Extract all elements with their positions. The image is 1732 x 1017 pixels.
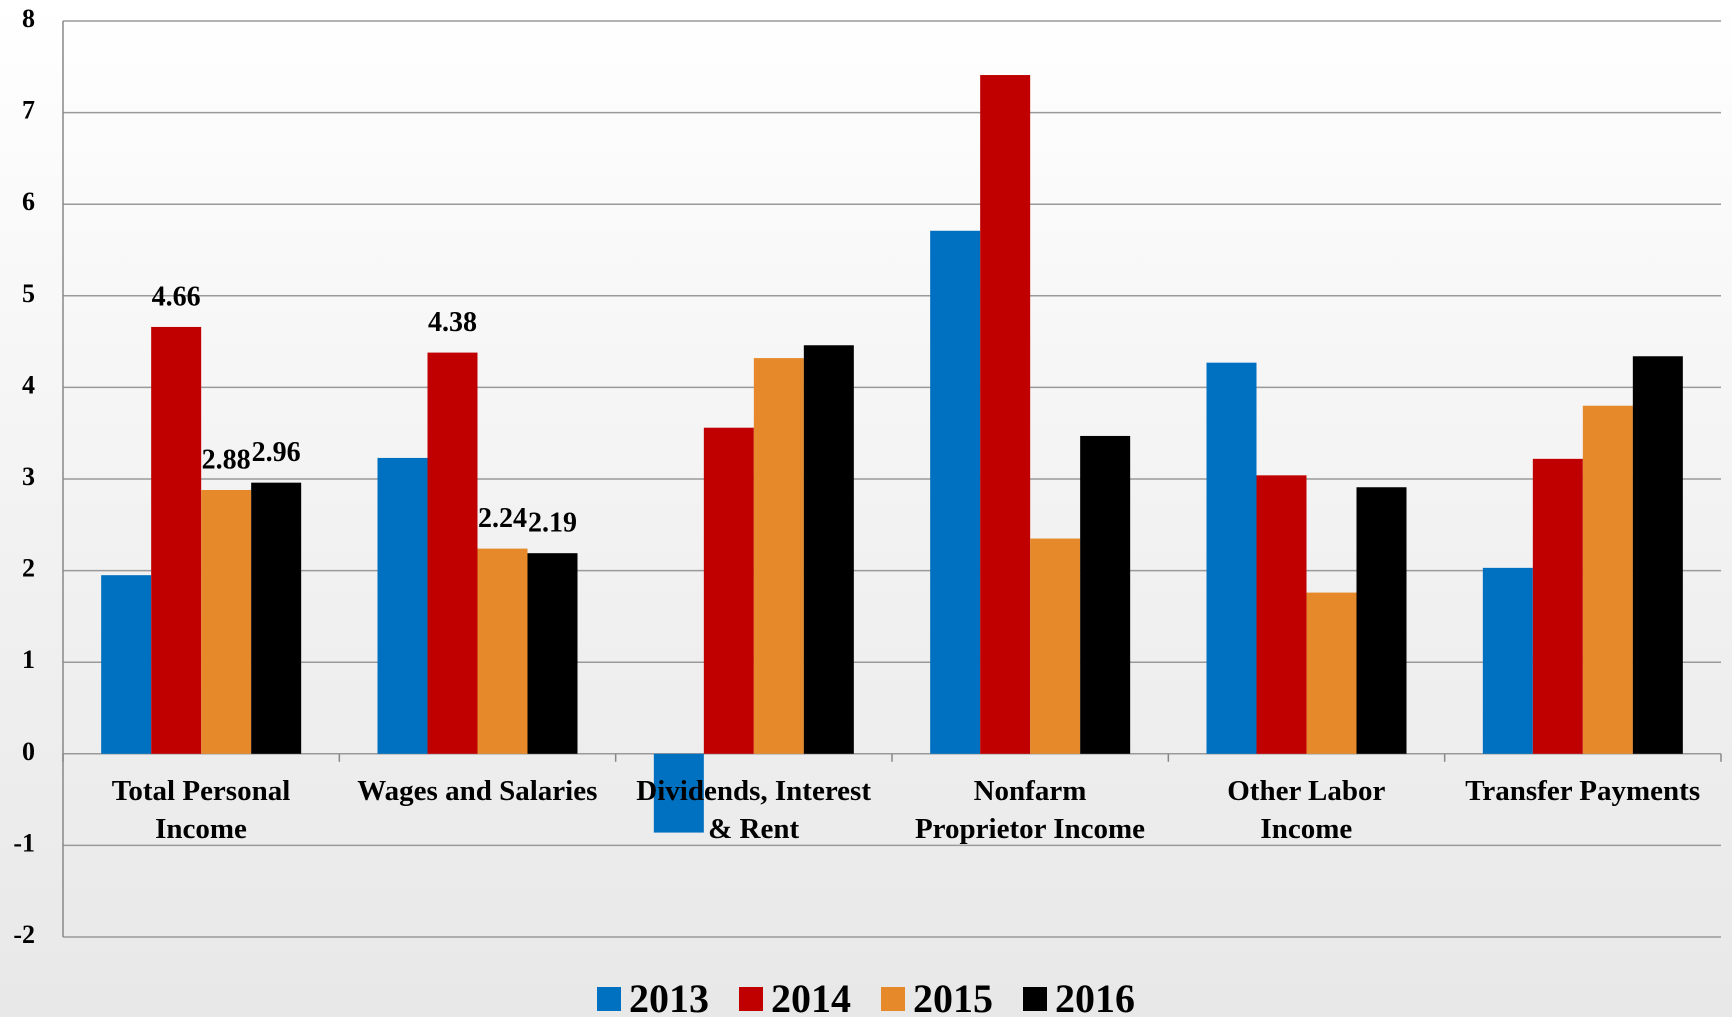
bar [377,457,428,754]
bar [101,575,152,754]
y-tick-label: 3 [22,462,35,491]
legend-item: 2014 [739,975,851,1017]
y-tick-label: -1 [13,828,35,857]
y-tick-label: 6 [22,187,35,216]
data-label: 2.88 [202,444,251,475]
y-tick-label: 0 [22,737,35,766]
y-tick-label: 2 [22,554,35,583]
y-tick-label: 5 [22,279,35,308]
bar [1482,567,1533,754]
y-tick-label: 1 [22,645,35,674]
legend-item: 2016 [1023,975,1135,1017]
x-tick-label: Nonfarm Proprietor Income [914,774,1146,845]
bar [1582,405,1633,754]
bar [1206,362,1257,754]
bar [527,553,578,754]
legend-swatch [597,986,621,1011]
x-tick-label: Dividends, Interest & Rent [636,774,872,845]
legend-label: 2014 [771,976,851,1017]
bar [980,75,1031,754]
legend-label: 2015 [913,976,993,1017]
bar [1080,435,1131,754]
bar [653,753,704,833]
bar [201,489,252,754]
bar [1356,487,1407,754]
bar [1256,475,1307,754]
legend-swatch [739,986,763,1011]
data-label: 2.19 [528,508,577,539]
bar [1030,538,1081,754]
x-tick-label: Total Personal Income [111,774,291,845]
bar [151,326,202,754]
legend-label: 2016 [1055,976,1135,1017]
legend-item: 2015 [881,975,993,1017]
bar [477,548,528,754]
data-label: 4.66 [152,281,201,312]
legend: 2013 2014 2015 2016 [0,975,1732,1017]
y-tick-label: 4 [22,370,35,399]
bar [803,345,854,754]
data-label: 2.24 [478,503,527,534]
bar [930,230,981,754]
x-tick-label: Other Labor Income [1227,774,1386,845]
bar [251,482,302,754]
data-label: 2.96 [252,437,301,468]
data-label: 4.38 [428,307,477,338]
y-tick-label: -2 [13,920,35,949]
legend-item: 2013 [597,975,709,1017]
y-tick-label: 8 [22,4,35,33]
x-tick-label: Wages and Salaries [357,774,598,807]
bar [427,352,478,754]
bar [703,427,754,754]
bar [1632,356,1683,754]
x-tick-label: Transfer Payments [1465,774,1701,807]
bar [1532,458,1583,754]
bar [1306,592,1357,754]
legend-swatch [881,986,905,1011]
bar [753,358,804,754]
legend-label: 2013 [629,976,709,1017]
legend-swatch [1023,986,1047,1011]
y-tick-label: 7 [22,96,35,125]
